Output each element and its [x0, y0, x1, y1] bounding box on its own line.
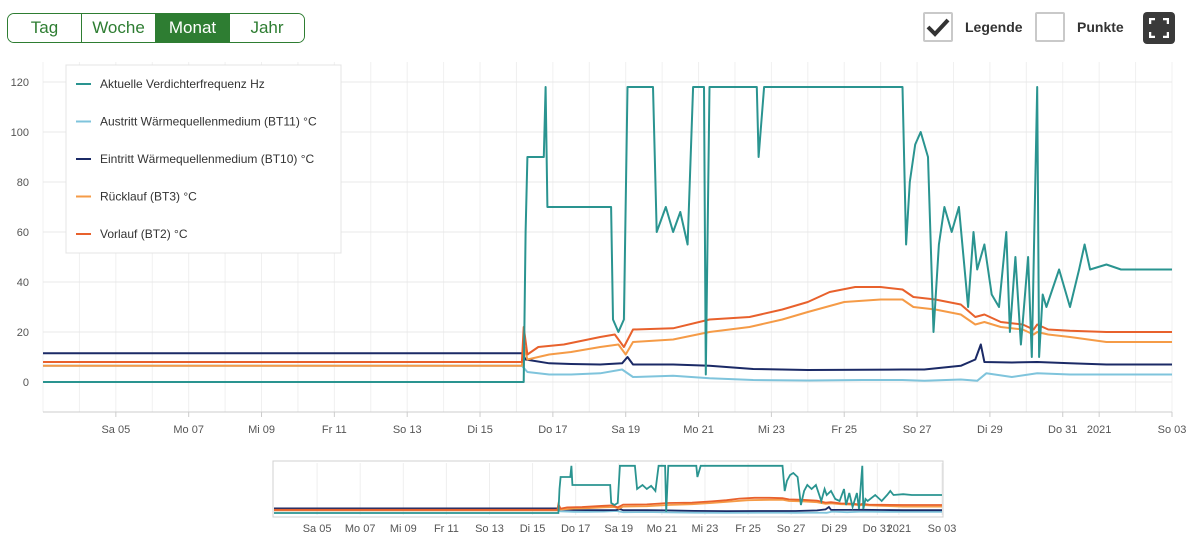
fullscreen-button[interactable]: [1143, 12, 1175, 44]
navigator-tick-label: Sa 19: [604, 523, 633, 535]
x-tick-label: Fr 11: [322, 424, 347, 436]
legend-item[interactable]: Vorlauf (BT2) °C: [100, 227, 188, 241]
navigator-tick-label: Mo 21: [647, 523, 678, 535]
legend-box: [65, 64, 342, 254]
navigator-tick-label: Di 15: [520, 523, 546, 535]
points-label: Punkte: [1077, 19, 1124, 35]
x-axis-ticks: Sa 05 Mo 07 Mi 09 Fr 11 So 13 Di 15 Do 17 Sa 19…: [101, 412, 1186, 436]
legend-item[interactable]: Eintritt Wärmequellenmedium (BT10) °C: [100, 152, 315, 166]
x-tick-label: Mo 21: [683, 424, 714, 436]
navigator-tick-label: So 13: [475, 523, 504, 535]
y-tick-label: 40: [17, 277, 29, 289]
navigator-series-line: [274, 509, 942, 514]
navigator-ticks: Sa 05 Mo 07 Mi 09 Fr 11 So 13 Di 15 Do 17 Sa 19…: [303, 523, 957, 535]
series-line: [43, 343, 1172, 371]
series-lines: [43, 86, 1172, 383]
legend-item[interactable]: Rücklauf (BT3) °C: [100, 190, 197, 204]
navigator-tick-label: Mi 23: [692, 523, 719, 535]
navigator-tick-label: Mo 07: [345, 523, 376, 535]
navigator-series-line: [274, 464, 942, 514]
navigator-tick-label: So 27: [777, 523, 806, 535]
legend-item[interactable]: Austritt Wärmequellenmedium (BT11) °C: [100, 115, 317, 129]
legend-checkbox[interactable]: [923, 12, 953, 42]
fullscreen-icon: [1149, 18, 1169, 38]
series-line: [43, 86, 1172, 383]
period-tag-button[interactable]: Tag: [8, 14, 82, 42]
navigator-tick-label: Sa 05: [303, 523, 332, 535]
y-tick-label: 0: [23, 377, 29, 389]
period-jahr-button[interactable]: Jahr: [230, 14, 304, 42]
x-tick-label: So 03: [1158, 424, 1186, 436]
navigator-tick-label: Fr 11: [434, 523, 459, 535]
legend-label: Legende: [965, 19, 1023, 35]
series-line: [43, 364, 1172, 382]
x-tick-label: Di 15: [467, 424, 493, 436]
x-tick-label: Do 31: [1048, 424, 1077, 436]
period-selector: Tag Woche Monat Jahr: [7, 13, 305, 43]
navigator-series: [274, 464, 942, 514]
y-tick-label: 20: [17, 327, 29, 339]
x-tick-label: Mi 23: [758, 424, 785, 436]
x-tick-label: Sa 05: [101, 424, 130, 436]
x-tick-label: Fr 25: [831, 424, 857, 436]
x-tick-label: So 13: [393, 424, 422, 436]
x-tick-label: Do 17: [538, 424, 567, 436]
navigator-series-line: [274, 505, 942, 513]
navigator-tick-label: 2021: [887, 523, 911, 535]
series-line: [43, 298, 1172, 367]
legend-toggle: Legende: [923, 12, 1023, 42]
x-tick-label: Mo 07: [173, 424, 204, 436]
y-tick-label: 80: [17, 177, 29, 189]
check-icon: [926, 18, 950, 37]
navigator-tick-label: Fr 25: [735, 523, 761, 535]
y-tick-label: 60: [17, 227, 29, 239]
x-tick-label: 2021: [1087, 424, 1111, 436]
period-woche-button[interactable]: Woche: [82, 14, 156, 42]
navigator-tick-label: Di 29: [821, 523, 847, 535]
points-checkbox[interactable]: [1035, 12, 1065, 42]
points-toggle: Punkte: [1035, 12, 1124, 42]
navigator-tick-label: Do 17: [561, 523, 590, 535]
legend-item[interactable]: Aktuelle Verdichterfrequenz Hz: [100, 77, 265, 91]
x-tick-label: Mi 09: [248, 424, 275, 436]
main-chart: 0 20 40 60 80 100 120 Sa 05 Mo 07 Mi 09 Fr 11 So 1…: [11, 62, 1186, 436]
navigator-tick-label: So 03: [928, 523, 957, 535]
x-tick-label: So 27: [903, 424, 932, 436]
x-tick-label: Sa 19: [611, 424, 640, 436]
y-axis-ticks: 0 20 40 60 80 100 120: [11, 77, 29, 389]
y-tick-label: 120: [11, 77, 29, 89]
x-tick-label: Di 29: [977, 424, 1003, 436]
series-line: [43, 286, 1172, 363]
y-tick-label: 100: [11, 127, 29, 139]
navigator-tick-label: Mi 09: [390, 523, 417, 535]
navigator-tick-label: Do 31: [863, 523, 892, 535]
legend: Aktuelle Verdichterfrequenz Hz Austritt W…: [65, 64, 342, 254]
navigator-chart: Sa 05 Mo 07 Mi 09 Fr 11 So 13 Di 15 Do 17 Sa 19…: [272, 460, 957, 535]
period-monat-button[interactable]: Monat: [156, 14, 230, 42]
